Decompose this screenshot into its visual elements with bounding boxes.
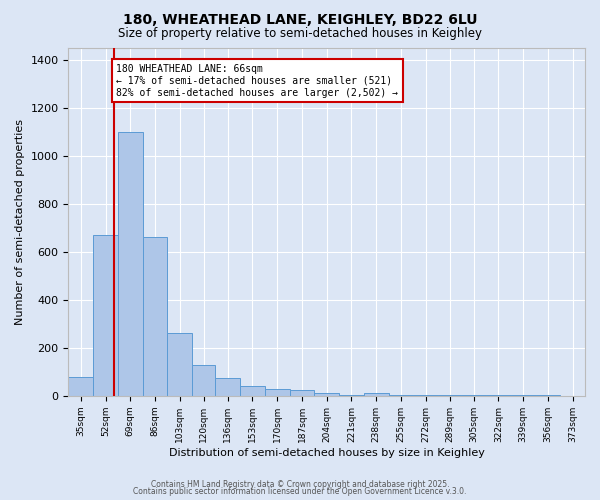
Bar [240, 386, 265, 396]
Bar [314, 394, 339, 396]
Bar [118, 132, 143, 396]
Bar [68, 376, 93, 396]
Bar [265, 388, 290, 396]
Text: Contains HM Land Registry data © Crown copyright and database right 2025.: Contains HM Land Registry data © Crown c… [151, 480, 449, 489]
Bar [438, 395, 461, 396]
Bar [413, 394, 438, 396]
Bar [143, 238, 167, 396]
X-axis label: Distribution of semi-detached houses by size in Keighley: Distribution of semi-detached houses by … [169, 448, 485, 458]
Text: Size of property relative to semi-detached houses in Keighley: Size of property relative to semi-detach… [118, 28, 482, 40]
Bar [364, 393, 389, 396]
Bar [192, 364, 215, 396]
Bar [339, 394, 364, 396]
Text: 180 WHEATHEAD LANE: 66sqm
← 17% of semi-detached houses are smaller (521)
82% of: 180 WHEATHEAD LANE: 66sqm ← 17% of semi-… [116, 64, 398, 98]
Text: Contains public sector information licensed under the Open Government Licence v.: Contains public sector information licen… [133, 487, 467, 496]
Bar [93, 235, 118, 396]
Bar [167, 334, 192, 396]
Bar [389, 394, 413, 396]
Y-axis label: Number of semi-detached properties: Number of semi-detached properties [15, 118, 25, 324]
Text: 180, WHEATHEAD LANE, KEIGHLEY, BD22 6LU: 180, WHEATHEAD LANE, KEIGHLEY, BD22 6LU [123, 12, 477, 26]
Bar [290, 390, 314, 396]
Bar [486, 395, 511, 396]
Bar [215, 378, 240, 396]
Bar [461, 395, 486, 396]
